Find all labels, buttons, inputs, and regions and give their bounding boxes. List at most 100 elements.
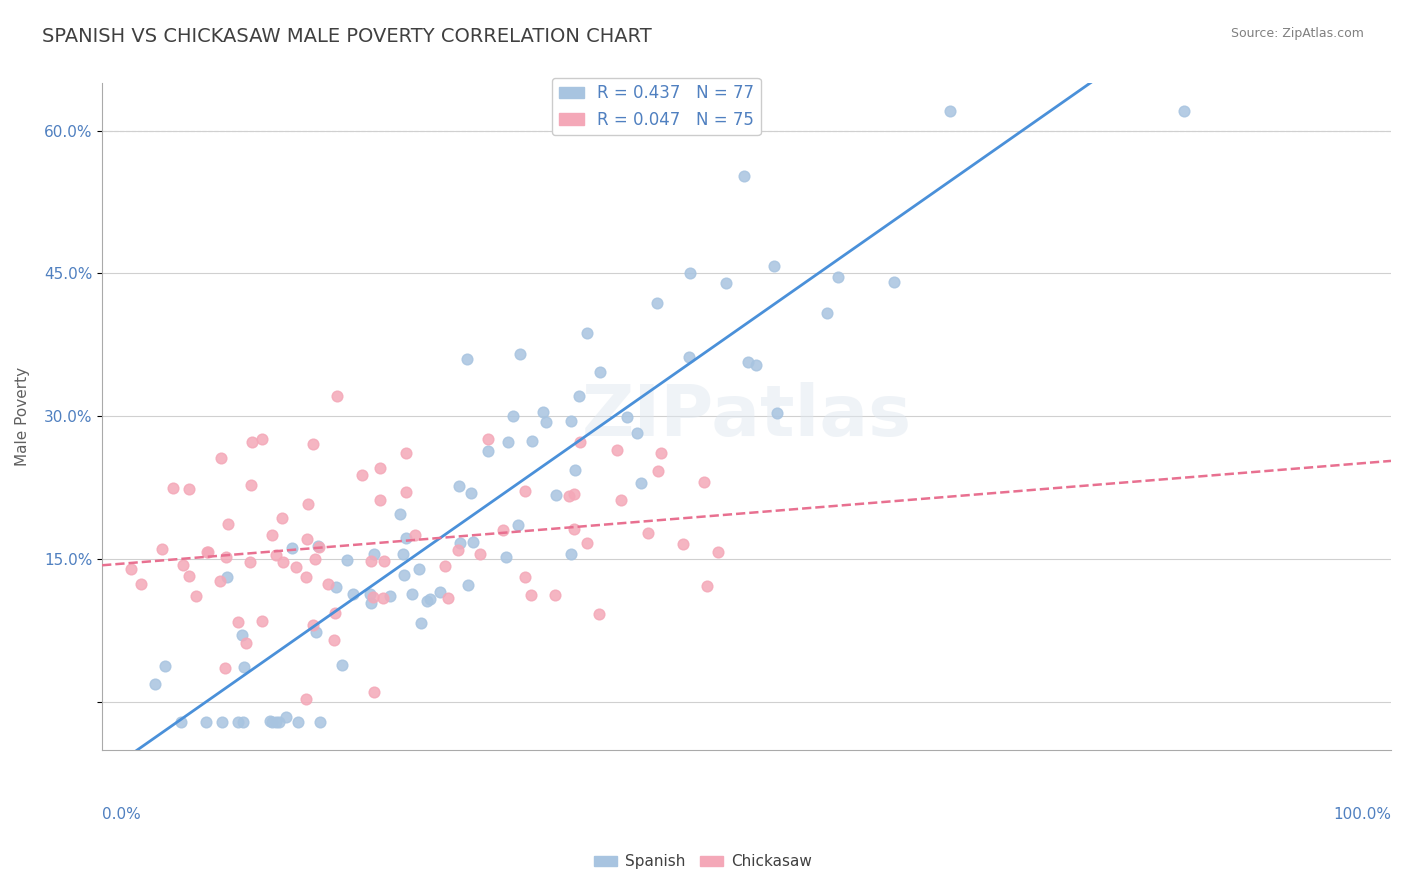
Point <box>737 354 759 368</box>
Point <box>294 691 316 706</box>
Point <box>169 714 191 729</box>
Point <box>209 574 232 588</box>
Point <box>259 714 281 729</box>
Point <box>162 481 184 495</box>
Point <box>477 432 499 446</box>
Point <box>304 552 326 566</box>
Point <box>350 468 373 483</box>
Point <box>672 537 695 551</box>
Point <box>562 487 585 501</box>
Point <box>502 409 524 423</box>
Point <box>359 587 381 601</box>
Point <box>544 487 567 501</box>
Point <box>214 661 236 675</box>
Point <box>496 434 519 449</box>
Point <box>460 485 482 500</box>
Point <box>626 426 648 441</box>
Point <box>285 559 308 574</box>
Point <box>815 306 838 320</box>
Point <box>447 479 470 493</box>
Point <box>509 347 531 361</box>
Text: ZIPatlas: ZIPatlas <box>582 382 911 451</box>
Point <box>231 628 253 642</box>
Point <box>302 437 325 451</box>
Point <box>588 607 610 621</box>
Point <box>446 543 468 558</box>
Point <box>316 577 339 591</box>
Point <box>457 578 479 592</box>
Point <box>568 389 591 403</box>
Point <box>477 444 499 458</box>
Point <box>560 414 582 428</box>
Point <box>195 714 218 729</box>
Point <box>463 535 485 549</box>
Point <box>380 589 402 603</box>
Point <box>520 434 543 448</box>
Point <box>394 484 416 499</box>
Point <box>456 352 478 367</box>
Point <box>307 539 329 553</box>
Point <box>468 547 491 561</box>
Point <box>120 562 142 576</box>
Point <box>342 587 364 601</box>
Text: SPANISH VS CHICKASAW MALE POVERTY CORRELATION CHART: SPANISH VS CHICKASAW MALE POVERTY CORREL… <box>42 27 652 45</box>
Point <box>325 580 347 594</box>
Point <box>153 658 176 673</box>
Point <box>745 359 768 373</box>
Point <box>269 714 291 729</box>
Point <box>515 570 537 584</box>
Legend: R = 0.437   N = 77, R = 0.047   N = 75: R = 0.437 N = 77, R = 0.047 N = 75 <box>553 78 761 136</box>
Point <box>297 497 319 511</box>
Point <box>129 577 152 591</box>
Point <box>217 570 239 584</box>
Point <box>564 463 586 477</box>
Point <box>287 714 309 729</box>
Point <box>562 522 585 536</box>
Point <box>211 714 233 729</box>
Point <box>647 464 669 478</box>
Point <box>197 545 219 559</box>
Y-axis label: Male Poverty: Male Poverty <box>15 367 30 466</box>
Point <box>395 531 418 545</box>
Point <box>361 591 384 605</box>
Point <box>395 446 418 460</box>
Point <box>368 460 391 475</box>
Point <box>678 350 700 364</box>
Point <box>184 589 207 603</box>
Text: 0.0%: 0.0% <box>103 807 141 822</box>
Point <box>150 541 173 556</box>
Point <box>637 525 659 540</box>
Point <box>276 709 298 723</box>
Point <box>763 259 786 273</box>
Point <box>389 508 412 522</box>
Point <box>733 169 755 184</box>
Point <box>209 451 232 466</box>
Point <box>696 578 718 592</box>
Point <box>232 714 254 729</box>
Point <box>1173 104 1195 119</box>
Point <box>630 476 652 491</box>
Point <box>363 547 385 561</box>
Point <box>411 615 433 630</box>
Point <box>336 553 359 567</box>
Point <box>513 483 536 498</box>
Point <box>143 676 166 690</box>
Point <box>373 554 395 568</box>
Point <box>650 446 672 460</box>
Point <box>232 660 254 674</box>
Point <box>264 714 287 729</box>
Point <box>240 434 263 449</box>
Point <box>558 489 581 503</box>
Point <box>392 567 415 582</box>
Point <box>560 547 582 561</box>
Point <box>368 492 391 507</box>
Point <box>177 482 200 496</box>
Point <box>281 541 304 555</box>
Point <box>519 588 541 602</box>
Point <box>239 555 262 569</box>
Point <box>531 405 554 419</box>
Point <box>325 389 347 403</box>
Point <box>707 545 730 559</box>
Point <box>217 516 239 531</box>
Point <box>363 685 385 699</box>
